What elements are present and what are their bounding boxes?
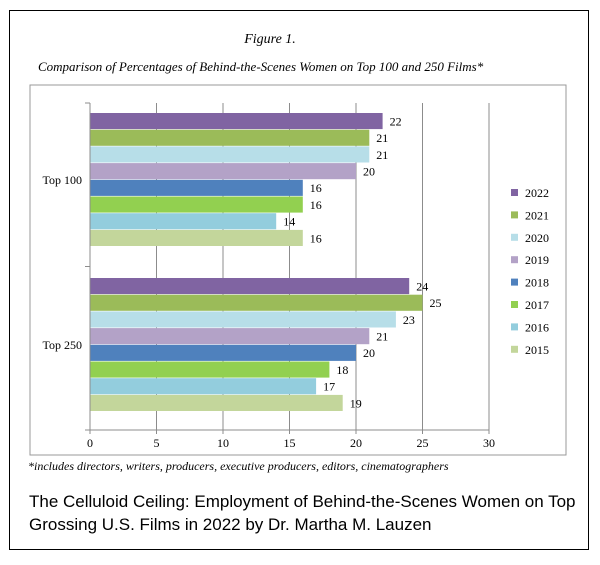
bar-value-label: 16 xyxy=(310,198,322,212)
x-tick-label: 0 xyxy=(87,436,93,450)
bar-value-label: 20 xyxy=(363,164,375,178)
bar-value-label: 17 xyxy=(323,380,335,394)
bar xyxy=(90,146,370,163)
bar xyxy=(90,311,396,328)
figure-frame xyxy=(9,10,589,550)
bar xyxy=(90,129,370,146)
bar-value-label: 24 xyxy=(416,279,428,293)
legend-swatch xyxy=(511,211,518,219)
axes: 0 5 10 15 20 25 30 Top 100 Top 250 xyxy=(43,102,495,450)
legend-label: 2021 xyxy=(525,208,549,222)
x-tick-label: 20 xyxy=(350,436,362,450)
x-tick-label: 30 xyxy=(483,436,495,450)
bar-value-label: 20 xyxy=(363,346,375,360)
legend-swatch xyxy=(511,189,518,196)
category-label: Top 250 xyxy=(43,338,83,352)
bar xyxy=(90,344,356,361)
bar xyxy=(90,294,423,311)
bar xyxy=(90,213,277,230)
bar xyxy=(90,361,330,378)
legend-label: 2016 xyxy=(525,320,549,334)
bar-value-label: 16 xyxy=(310,181,322,195)
x-tick-label: 5 xyxy=(154,436,160,450)
legend-label: 2015 xyxy=(525,343,549,357)
bar-value-label: 14 xyxy=(283,215,295,229)
bar-value-label: 19 xyxy=(350,396,362,410)
bar-value-label: 21 xyxy=(376,131,388,145)
bar-value-label: 25 xyxy=(430,296,442,310)
bar xyxy=(90,378,317,395)
figure-number: Figure 1. xyxy=(244,32,296,47)
legend-swatch xyxy=(511,256,518,264)
legend-label: 2019 xyxy=(525,253,549,267)
legend: 2022 2021 2020 2019 2018 2017 2016 2015 xyxy=(511,186,549,357)
bar xyxy=(90,163,356,180)
bar-value-label: 22 xyxy=(390,114,402,128)
bar xyxy=(90,278,410,295)
bar-value-label: 16 xyxy=(310,231,322,245)
legend-swatch xyxy=(511,278,518,286)
bar xyxy=(90,328,370,345)
bar-value-label: 23 xyxy=(403,313,415,327)
legend-label: 2017 xyxy=(525,298,549,312)
category-label: Top 100 xyxy=(43,173,83,187)
footnote: *includes directors, writers, producers,… xyxy=(28,459,449,473)
legend-swatch xyxy=(511,345,518,353)
legend-label: 2018 xyxy=(525,276,549,290)
bar-value-label: 21 xyxy=(376,329,388,343)
x-tick-label: 25 xyxy=(417,436,429,450)
legend-swatch xyxy=(511,233,518,241)
bar xyxy=(90,113,383,130)
bar xyxy=(90,394,343,411)
x-tick-label: 10 xyxy=(217,436,229,450)
legend-label: 2022 xyxy=(525,186,549,200)
bar-value-label: 18 xyxy=(336,363,348,377)
figure-title: Comparison of Percentages of Behind-the-… xyxy=(38,59,484,74)
bar xyxy=(90,179,303,196)
legend-swatch xyxy=(511,301,518,308)
bar-value-label: 21 xyxy=(376,148,388,162)
legend-label: 2020 xyxy=(525,231,549,245)
bar xyxy=(90,196,303,213)
legend-swatch xyxy=(511,323,518,331)
x-tick-label: 15 xyxy=(284,436,296,450)
bar xyxy=(90,229,303,246)
caption: The Celluloid Ceiling: Employment of Beh… xyxy=(29,492,576,534)
